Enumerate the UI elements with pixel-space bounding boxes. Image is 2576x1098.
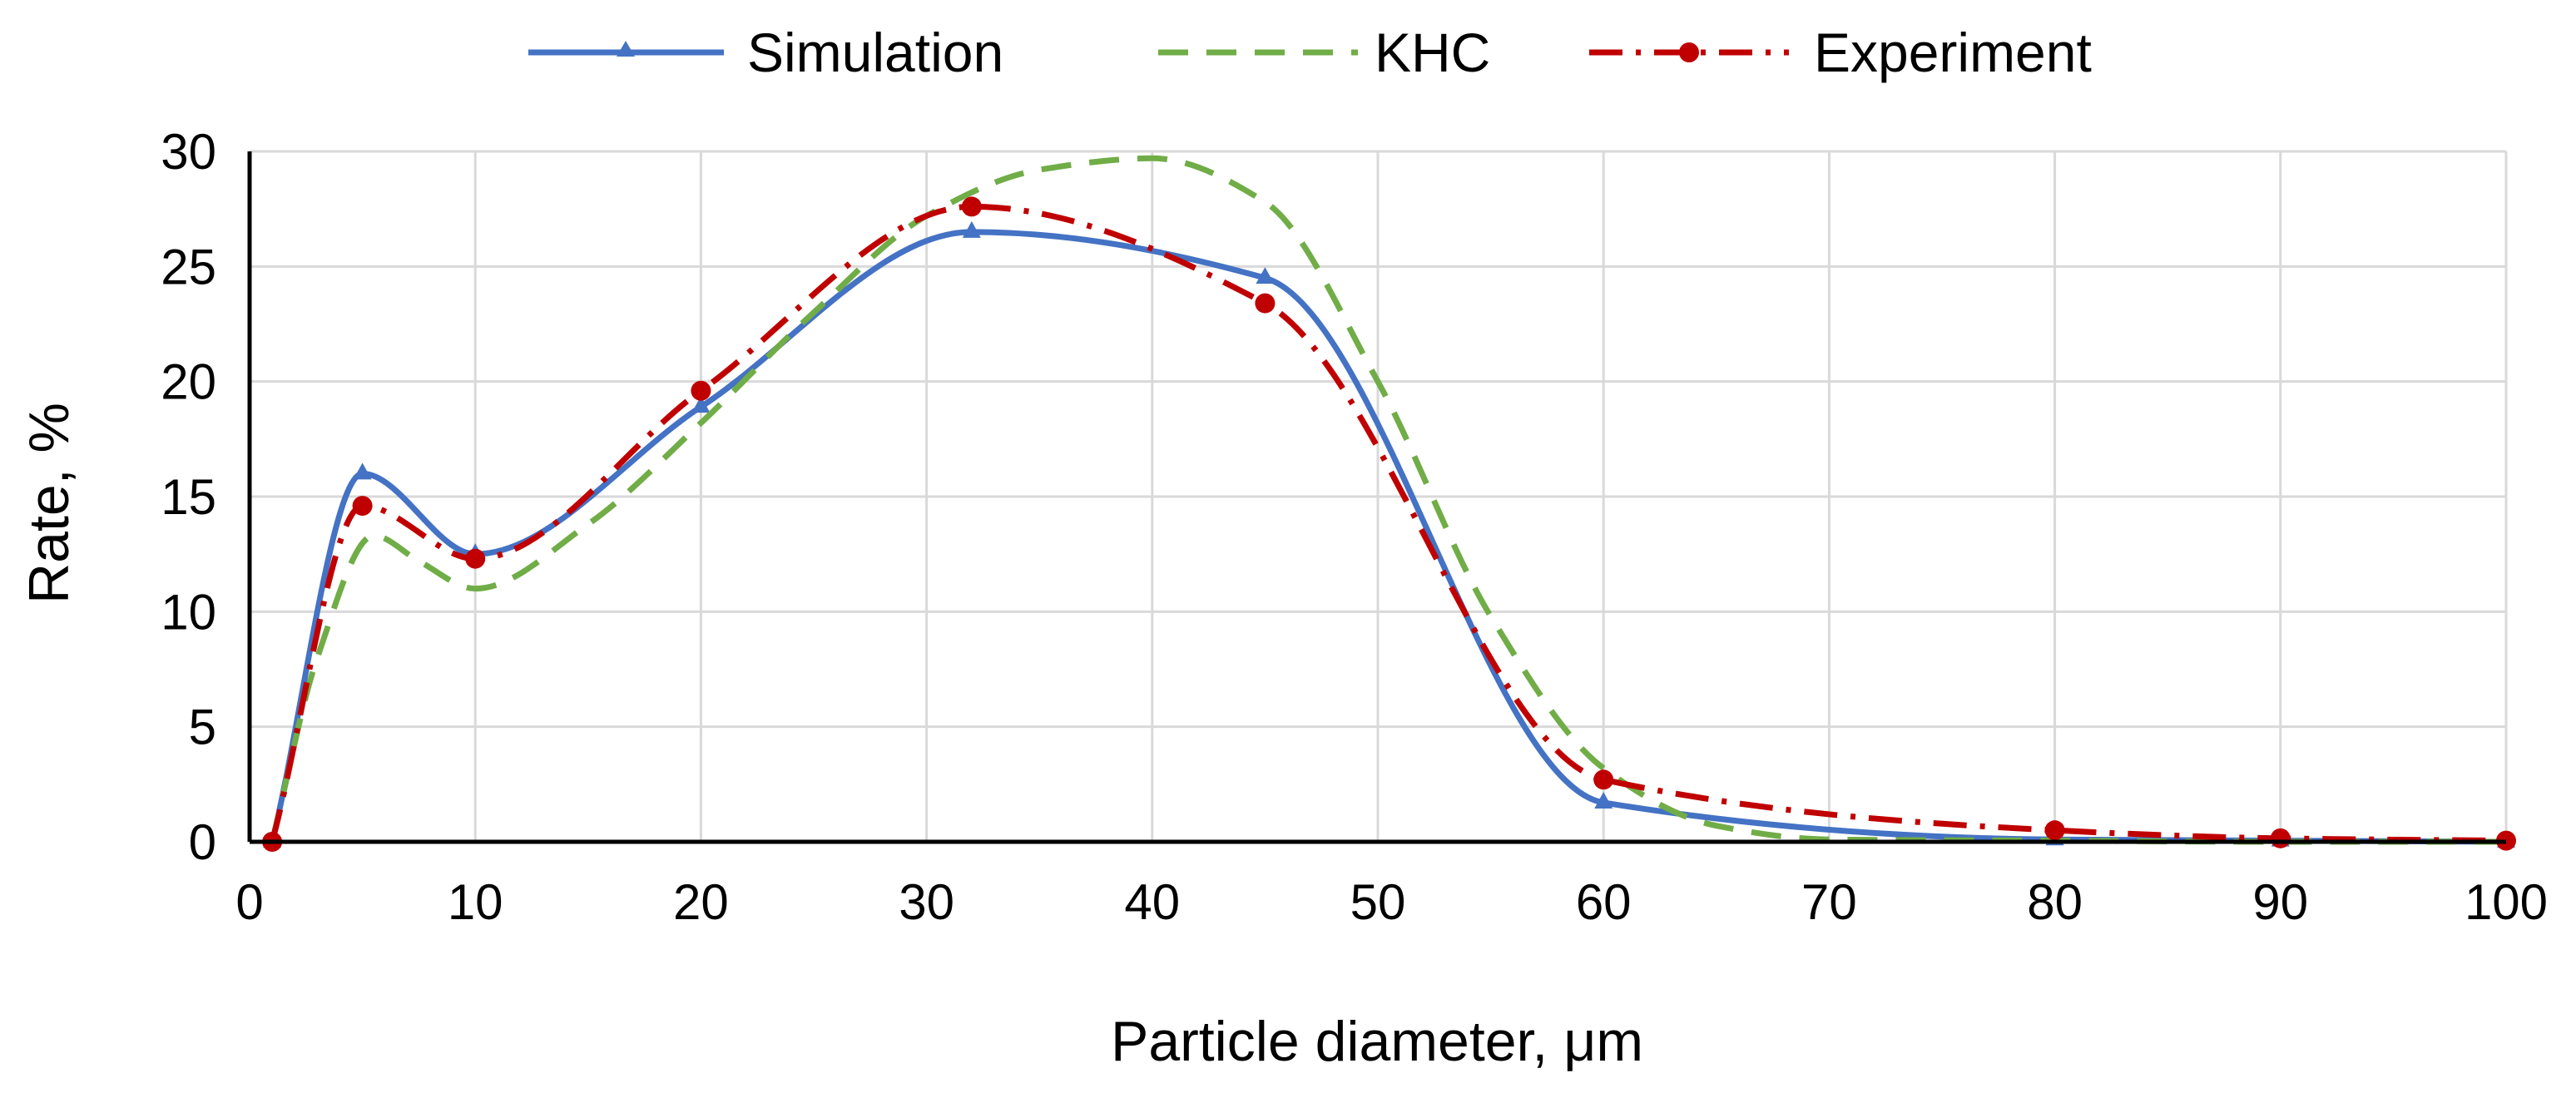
- data-point-experiment: [2044, 820, 2065, 841]
- legend-marker-simulation: [617, 41, 635, 57]
- x-tick-label: 40: [1124, 874, 1180, 930]
- legend-marker-experiment: [1679, 42, 1699, 62]
- x-tick-label: 20: [673, 874, 729, 930]
- legend-entry-simulation: Simulation: [528, 22, 1003, 83]
- x-tick-label: 0: [235, 874, 263, 930]
- y-axis-title: Rate, %: [17, 403, 81, 604]
- chart-axes: [247, 151, 2506, 844]
- x-tick-label: 10: [448, 874, 503, 930]
- x-tick-label: 30: [899, 874, 954, 930]
- series-line-experiment: [269, 203, 2507, 844]
- x-axis-title: Particle diameter, μm: [1111, 1010, 1643, 1073]
- x-tick-label: 100: [2465, 874, 2548, 930]
- data-point-experiment: [691, 380, 711, 401]
- data-point-experiment: [961, 196, 982, 217]
- data-point-experiment: [465, 548, 486, 569]
- series-line-simulation: [269, 229, 2507, 845]
- legend-label-experiment: Experiment: [1814, 22, 2092, 83]
- data-point-simulation: [962, 220, 981, 238]
- data-point-simulation: [1256, 267, 1275, 284]
- x-tick-label: 90: [2252, 874, 2308, 930]
- chart-grid: [250, 150, 2508, 842]
- chart-legend: Simulation KHC Experiment: [528, 22, 2092, 83]
- y-tick-label: 10: [161, 584, 216, 640]
- x-tick-label: 70: [1801, 874, 1857, 930]
- legend-label-simulation: Simulation: [747, 22, 1003, 83]
- data-point-simulation: [691, 396, 711, 413]
- series-line-khc: [269, 155, 2506, 845]
- legend-label-khc: KHC: [1375, 22, 1490, 83]
- y-tick-label: 5: [189, 700, 216, 755]
- y-tick-label: 25: [161, 239, 216, 294]
- data-point-experiment: [1255, 293, 1276, 314]
- legend-entry-experiment: Experiment: [1589, 22, 2092, 83]
- y-tick-label: 20: [161, 354, 216, 410]
- y-tick-label: 0: [189, 814, 216, 870]
- y-tick-label: 30: [161, 124, 216, 180]
- data-series: [262, 155, 2516, 852]
- data-point-experiment: [352, 496, 373, 517]
- y-tick-label: 15: [161, 469, 216, 525]
- x-tick-label: 50: [1350, 874, 1406, 930]
- x-tick-label: 60: [1576, 874, 1632, 930]
- axis-tick-labels: 0 10 20 30 40 50 60 70 80 90 100 0 5 10 15 20 25 30: [161, 124, 2548, 930]
- data-point-experiment: [2270, 828, 2291, 848]
- x-tick-label: 80: [2027, 874, 2083, 930]
- data-point-experiment: [1593, 769, 1614, 790]
- data-point-simulation: [353, 462, 372, 480]
- legend-entry-khc: KHC: [1158, 22, 1490, 83]
- data-point-simulation: [1594, 791, 1613, 809]
